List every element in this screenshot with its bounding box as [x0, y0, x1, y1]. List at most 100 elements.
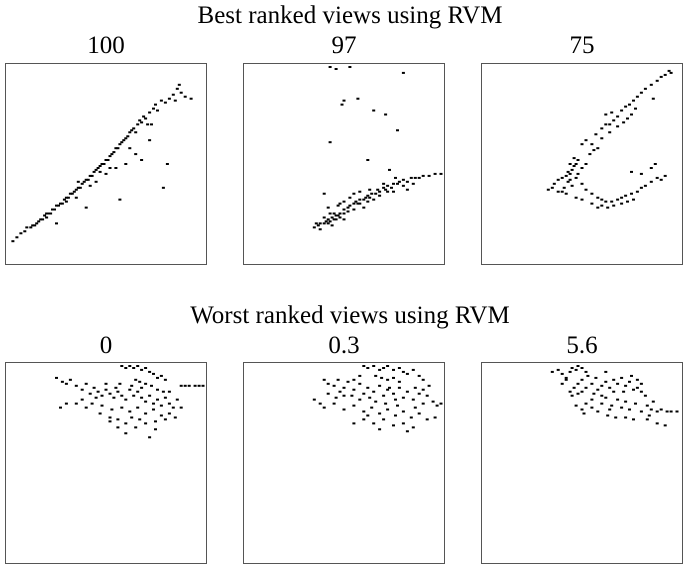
data-point	[167, 97, 171, 100]
data-point	[179, 91, 183, 94]
data-point	[580, 390, 584, 393]
plot-frame	[5, 63, 207, 265]
data-point	[669, 71, 673, 74]
data-point	[560, 382, 564, 385]
plot-frame	[243, 362, 445, 564]
data-point	[108, 420, 112, 423]
data-point	[106, 159, 110, 161]
plot-frame	[243, 63, 445, 265]
data-point	[616, 398, 620, 401]
data-point	[401, 396, 405, 399]
data-point	[392, 182, 395, 185]
data-point	[128, 365, 132, 367]
data-point	[417, 412, 421, 415]
data-point	[74, 402, 78, 405]
data-point	[596, 388, 600, 391]
data-point	[118, 143, 122, 146]
data-point	[152, 408, 155, 411]
data-point	[596, 147, 600, 150]
data-point	[362, 198, 366, 201]
data-point	[140, 396, 144, 399]
data-point	[338, 216, 342, 219]
data-point	[417, 392, 421, 395]
data-point	[606, 206, 610, 209]
data-point	[124, 367, 128, 369]
scatter-panel-5	[481, 362, 683, 564]
data-point	[193, 384, 197, 387]
data-point	[92, 170, 96, 173]
data-point	[326, 222, 330, 225]
data-point	[80, 182, 84, 185]
data-point	[140, 121, 144, 124]
data-point	[11, 240, 15, 243]
data-point	[362, 418, 366, 421]
data-point	[620, 202, 624, 205]
data-point	[322, 192, 326, 195]
scatter-panel-3	[5, 362, 207, 564]
data-point	[108, 167, 112, 169]
data-point	[116, 390, 120, 393]
data-point	[92, 386, 96, 389]
data-point	[632, 99, 635, 102]
data-point	[616, 198, 620, 201]
data-point	[187, 384, 191, 387]
data-point	[401, 184, 405, 187]
data-point	[378, 194, 382, 197]
data-point	[31, 224, 35, 227]
data-point	[394, 414, 397, 417]
data-point	[72, 190, 76, 193]
data-point	[566, 170, 570, 173]
data-point	[608, 386, 612, 389]
scatter-plot-5	[481, 362, 683, 564]
data-point	[630, 192, 633, 195]
data-point	[116, 426, 120, 429]
data-point	[600, 198, 604, 201]
data-point	[588, 153, 592, 156]
data-point	[136, 390, 140, 393]
data-point	[55, 222, 58, 225]
data-point	[576, 172, 580, 175]
data-point	[576, 365, 580, 367]
data-point	[635, 95, 639, 98]
data-point	[604, 380, 608, 383]
data-point	[146, 123, 150, 126]
data-point	[396, 182, 399, 185]
data-point	[596, 196, 600, 199]
panel-label-4: 0.3	[328, 332, 360, 359]
data-point	[366, 367, 370, 369]
data-point	[382, 367, 386, 369]
data-point	[82, 180, 86, 183]
data-point	[635, 190, 639, 193]
data-point	[576, 159, 580, 161]
data-point	[572, 165, 576, 167]
data-point	[397, 380, 401, 383]
data-point	[356, 97, 360, 100]
data-point	[64, 196, 68, 199]
data-point	[663, 73, 667, 76]
data-point	[643, 87, 647, 90]
data-point	[352, 388, 356, 391]
data-point	[163, 378, 167, 381]
data-point	[148, 111, 152, 114]
data-point	[405, 180, 409, 183]
data-point	[590, 202, 594, 205]
data-point	[124, 163, 128, 165]
data-point	[394, 176, 397, 179]
data-point	[189, 97, 193, 100]
data-point	[144, 400, 148, 403]
data-point	[620, 376, 624, 379]
data-point	[624, 105, 628, 108]
worst-views-title: Worst ranked views using RVM	[190, 302, 510, 329]
data-point	[586, 374, 590, 377]
panel-label-2: 75	[569, 32, 595, 59]
data-point	[33, 224, 37, 227]
data-point	[342, 208, 346, 211]
data-point	[122, 139, 126, 142]
data-point	[413, 406, 417, 409]
data-point	[612, 390, 616, 393]
data-point	[647, 414, 651, 417]
data-point	[590, 406, 594, 409]
data-point	[600, 384, 604, 387]
data-point	[425, 418, 429, 421]
data-point	[628, 408, 631, 411]
